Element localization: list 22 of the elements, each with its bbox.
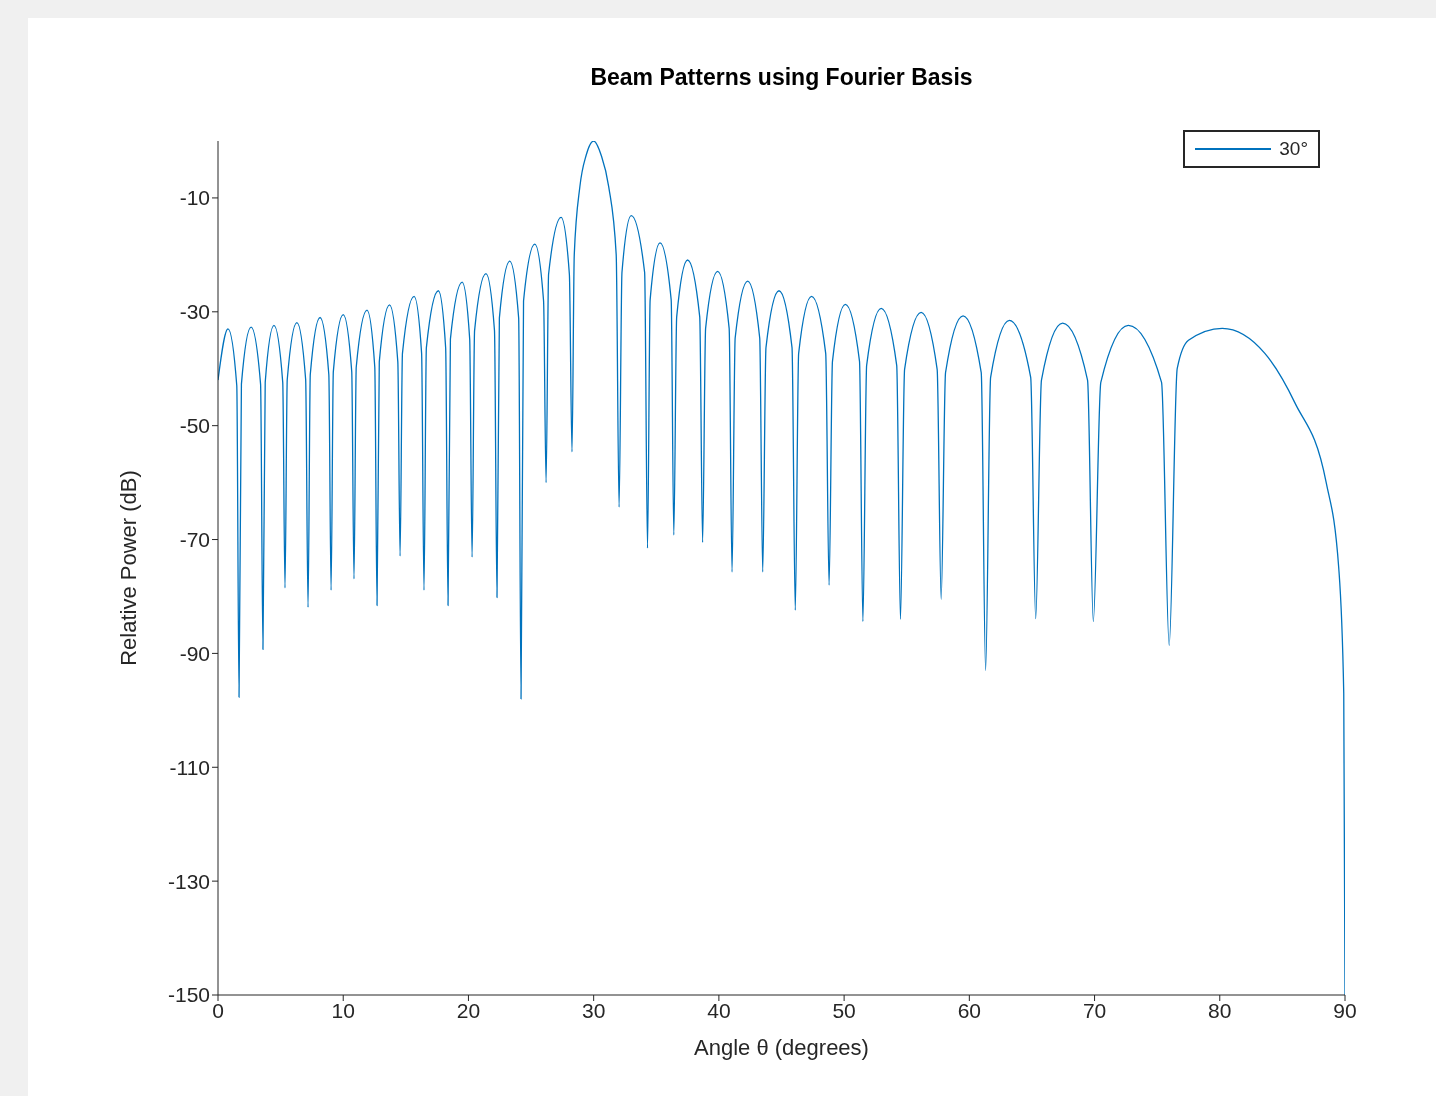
x-tick-label: 50 (832, 998, 856, 1022)
y-axis-title: Relative Power (dB) (115, 470, 141, 666)
x-tick-label: 30 (581, 998, 606, 1022)
x-tick-label: 40 (707, 998, 731, 1022)
y-tick-label: -10 (179, 186, 210, 210)
x-tick-label: 70 (1082, 998, 1107, 1022)
y-tick-label: -50 (179, 414, 210, 438)
x-tick-label: 10 (331, 998, 355, 1022)
y-tick-label: -110 (169, 755, 210, 779)
y-tick-label: -30 (179, 300, 210, 324)
x-tick-label: 80 (1208, 998, 1232, 1022)
x-axis-title: Angle θ (degrees) (694, 1035, 869, 1060)
x-tick-label: 20 (456, 998, 481, 1022)
y-tick-label: -150 (167, 983, 210, 1007)
legend-label: 30° (1279, 138, 1308, 160)
y-tick-label: -130 (167, 869, 210, 893)
x-tick-label: 60 (957, 998, 982, 1022)
chart-title: Beam Patterns using Fourier Basis (589, 64, 974, 91)
x-tick-label: 0 (212, 998, 224, 1022)
x-tick-label: 90 (1333, 998, 1357, 1022)
y-tick-label: -90 (179, 641, 210, 665)
y-tick-label: -70 (179, 527, 210, 551)
